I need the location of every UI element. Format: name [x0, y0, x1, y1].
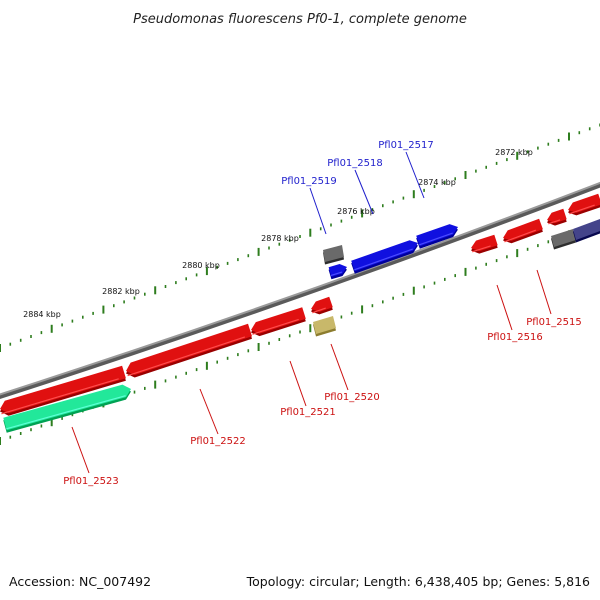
- leader-line-pfl01-2520: [330, 343, 349, 391]
- leader-line-pfl01-2519: [309, 187, 327, 235]
- feature-grey-forward-body: [323, 245, 344, 262]
- gene-pfl01-2516-part[interactable]: [471, 234, 498, 254]
- gene-label-pfl01-2518[interactable]: Pfl01_2518: [327, 158, 383, 169]
- gene-pfl01-2519-body: [328, 264, 347, 277]
- gene-pfl01-2521-body: [251, 307, 306, 334]
- accession-text: Accession: NC_007492: [9, 574, 151, 589]
- feature-red-top-right-body: [568, 193, 600, 213]
- gene-pfl01-2523[interactable]: [0, 365, 126, 416]
- scale-label-2872kbp: 2872 kbp: [495, 148, 533, 157]
- gene-pfl01-2516-part-body: [471, 234, 498, 252]
- feature-khaki-body: [313, 316, 336, 334]
- genome-backbone: [0, 182, 600, 400]
- gene-pfl01-2515-partial-body: [547, 208, 567, 224]
- feature-khaki[interactable]: [313, 316, 336, 337]
- leader-line-pfl01-2523: [71, 426, 90, 474]
- gene-pfl01-2523-body: [0, 365, 126, 414]
- scale-label-2876kbp: 2876 kbp: [337, 207, 375, 216]
- gene-pfl01-2515-partial[interactable]: [547, 208, 567, 226]
- gene-pfl01-2516[interactable]: [503, 218, 543, 244]
- leader-lines: [71, 151, 552, 474]
- genome-backbone-highlight: [0, 181, 600, 396]
- gene-label-pfl01-2522[interactable]: Pfl01_2522: [190, 436, 246, 447]
- gene-pfl01-2517-highlight: [419, 232, 453, 246]
- gene-pfl01-2516-body: [503, 218, 543, 241]
- scale-label-2882kbp: 2882 kbp: [102, 287, 140, 296]
- gene-pfl01-2518[interactable]: [351, 240, 418, 274]
- feature-red-top-right-highlight: [569, 204, 595, 215]
- leader-line-pfl01-2516: [496, 284, 513, 331]
- gene-pfl01-2518-body: [351, 240, 418, 272]
- leader-line-pfl01-2517: [405, 151, 425, 199]
- leader-line-pfl01-2518: [354, 169, 374, 215]
- feature-green-body: [3, 384, 131, 431]
- gene-label-pfl01-2515[interactable]: Pfl01_2515: [526, 317, 582, 328]
- scale-labels: 2872 kbp 2874 kbp 2876 kbp 2878 kbp 2880…: [23, 148, 533, 319]
- scale-label-2880kbp: 2880 kbp: [182, 261, 220, 270]
- feature-purple-right-body: [573, 219, 600, 240]
- gene-pfl01-2523-highlight: [1, 378, 119, 415]
- scale-label-2884kbp: 2884 kbp: [23, 310, 61, 319]
- feature-green[interactable]: [3, 384, 131, 433]
- scale-label-2878kbp: 2878 kbp: [261, 234, 299, 243]
- genome-summary-text: Topology: circular; Length: 6,438,405 bp…: [246, 574, 590, 589]
- feature-grey-right[interactable]: [551, 229, 576, 250]
- gene-pfl01-2516-highlight: [504, 229, 537, 243]
- gene-pfl01-2522-highlight: [127, 336, 246, 377]
- gene-pfl01-2518-highlight: [354, 248, 413, 271]
- gene-pfl01-2519-highlight: [330, 271, 343, 276]
- gene-pfl01-2517[interactable]: [416, 224, 458, 249]
- gene-label-pfl01-2520[interactable]: Pfl01_2520: [324, 392, 380, 403]
- gene-label-pfl01-2516[interactable]: Pfl01_2516: [487, 332, 543, 343]
- scale-label-2874kbp: 2874 kbp: [418, 178, 456, 187]
- feature-grey-forward[interactable]: [323, 245, 344, 265]
- gene-features: [0, 193, 600, 433]
- gene-pfl01-2520[interactable]: [311, 296, 333, 315]
- leader-line-pfl01-2522: [199, 388, 219, 435]
- feature-green-highlight: [6, 395, 126, 430]
- feature-purple-right[interactable]: [573, 219, 600, 243]
- gene-pfl01-2516-part-highlight: [472, 245, 491, 253]
- gene-pfl01-2517-body: [416, 224, 458, 247]
- feature-red-top-right[interactable]: [568, 193, 600, 216]
- gene-pfl01-2522[interactable]: [126, 323, 252, 378]
- gene-label-pfl01-2519[interactable]: Pfl01_2519: [281, 176, 337, 187]
- map-title: Pseudomonas fluorescens Pf0-1, complete …: [133, 12, 467, 27]
- feature-grey-right-body: [551, 229, 576, 247]
- gene-pfl01-2522-body: [126, 323, 252, 375]
- gene-pfl01-2519[interactable]: [328, 264, 347, 280]
- gene-labels: Pfl01_2517 Pfl01_2518 Pfl01_2519 Pfl01_2…: [63, 140, 582, 487]
- scale-ticks: [0, 123, 600, 445]
- leader-line-pfl01-2515: [536, 269, 552, 315]
- gene-pfl01-2520-body: [311, 296, 333, 312]
- gene-pfl01-2521[interactable]: [251, 307, 306, 337]
- gene-pfl01-2520-highlight: [312, 307, 326, 314]
- leader-line-pfl01-2521: [289, 360, 307, 407]
- gene-pfl01-2521-highlight: [252, 318, 299, 335]
- gene-label-pfl01-2521[interactable]: Pfl01_2521: [280, 407, 336, 418]
- gene-label-pfl01-2517[interactable]: Pfl01_2517: [378, 140, 434, 151]
- gene-label-pfl01-2523[interactable]: Pfl01_2523: [63, 476, 119, 487]
- gene-pfl01-2515-partial-highlight: [548, 219, 561, 225]
